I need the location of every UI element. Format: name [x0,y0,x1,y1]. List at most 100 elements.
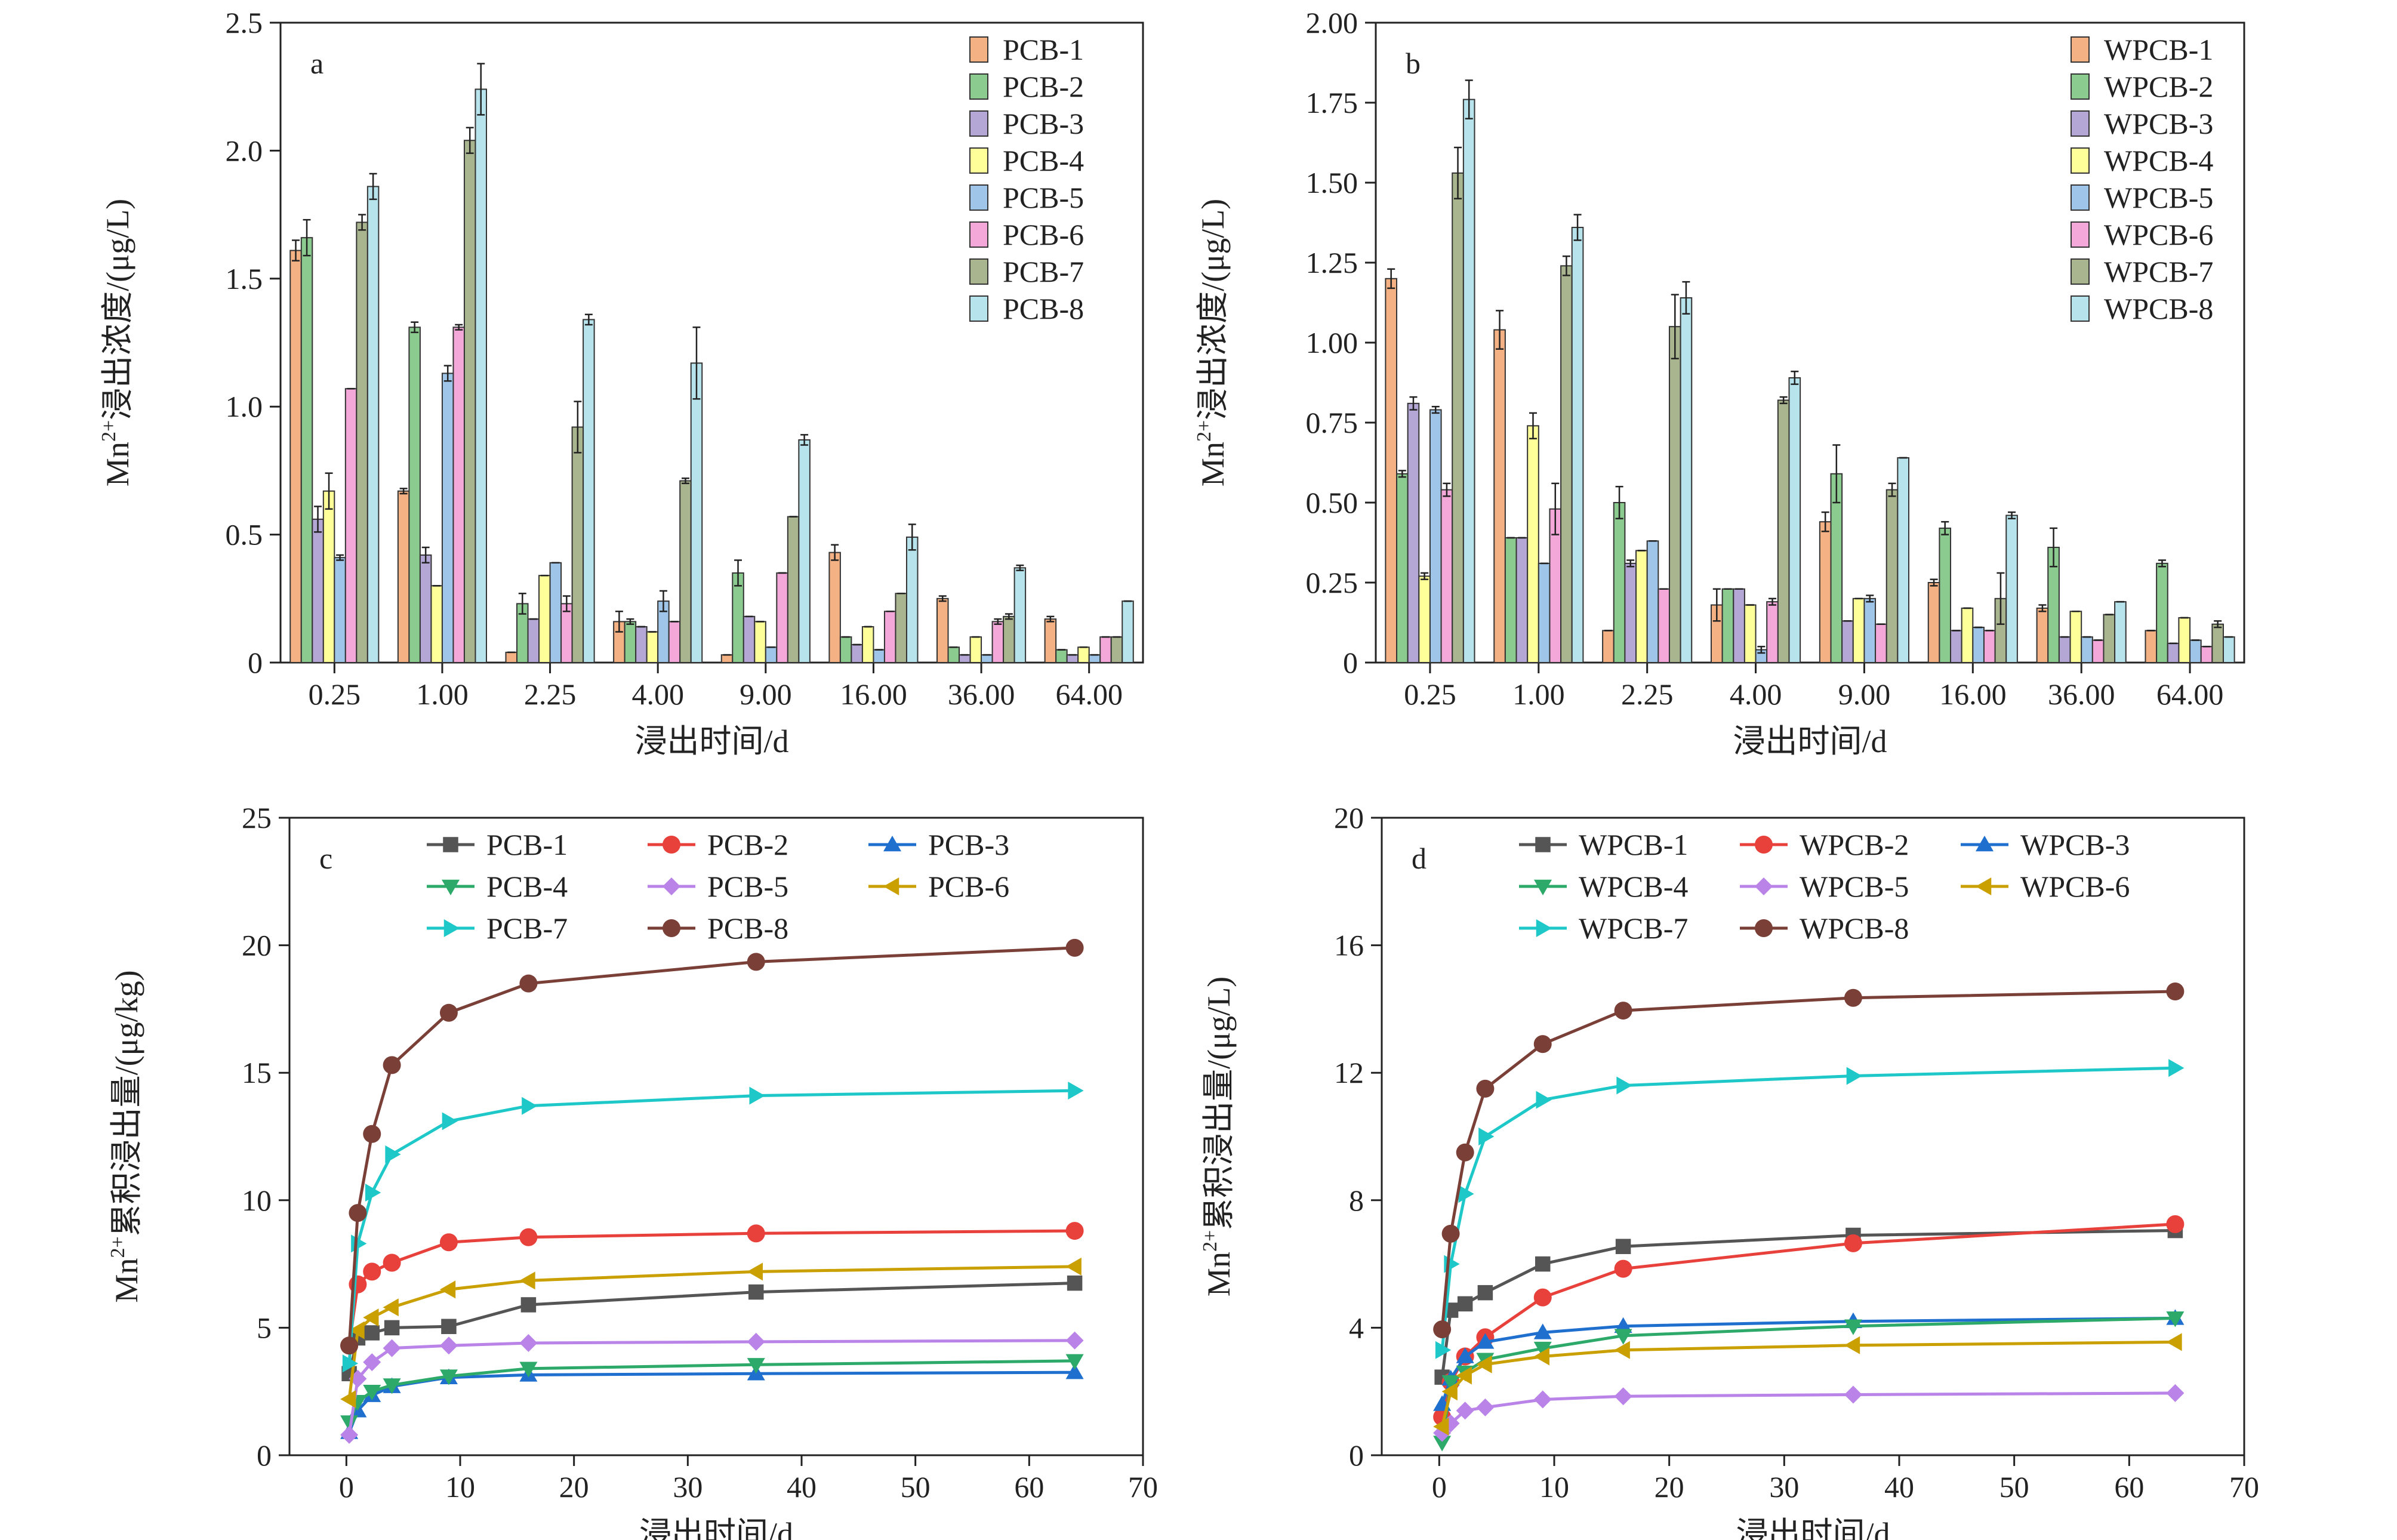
data-point [2166,1311,2185,1328]
bar [1897,457,1910,664]
legend-label: WPCB-5 [1800,870,1909,903]
series-line [1440,1066,2176,1351]
x-tick-label: 30 [673,1470,703,1504]
bar [1044,618,1057,663]
bar [1852,597,1865,663]
series-line [347,1359,1075,1423]
line-series-PCB-5 [340,1331,1084,1444]
bar [1077,646,1090,663]
data-point [384,1320,400,1336]
bar [1657,588,1670,663]
plot-frame [279,21,1144,664]
bar [322,490,335,663]
data-point [519,1228,538,1246]
data-point [385,1145,401,1163]
legend-marker [1536,919,1552,937]
bar [2178,617,2191,663]
legend-marker [1976,877,1992,895]
y-tick-label: 0.25 [1306,566,1358,599]
data-point [749,1086,765,1105]
data-point [1456,1366,1472,1385]
bar [334,557,346,664]
legend-swatch [2071,147,2090,174]
legend-swatch [969,36,988,63]
data-point [1533,1347,1549,1366]
bar [463,140,476,664]
data-point [519,1271,535,1290]
bar [1646,540,1659,663]
y-tick-label: 0 [248,646,263,679]
legend-marker [1755,836,1773,854]
y-tick-label: 20 [242,929,272,962]
y-axis-label-pre: Mn [100,442,135,486]
bar [981,654,993,663]
bar [1396,473,1409,663]
legend-label: PCB-4 [1003,144,1084,177]
data-point [439,1233,458,1252]
y-tick-label: 0.75 [1306,406,1358,439]
bar [624,621,637,663]
x-tick-label: 20 [559,1470,589,1504]
y-tick-label: 1.5 [226,262,263,295]
legend-label: WPCB-1 [2104,33,2213,66]
data-point [363,1353,381,1372]
bar [419,554,432,663]
data-point [1614,1317,1632,1333]
data-point [1476,1079,1495,1098]
bar [635,626,648,664]
x-tick-label: 9.00 [740,677,792,711]
data-point [349,1321,365,1339]
data-point [340,1415,359,1431]
bar [1841,620,1854,663]
bar-series-WPCB-5 [1429,405,2202,664]
x-tick-label: 0.25 [309,677,361,711]
bar [742,615,756,664]
legend-marker [443,837,458,852]
bar [2069,611,2082,663]
y-axis-label-pre: Mn [109,1258,144,1303]
y-tick-label: 15 [242,1056,272,1089]
bar [2167,642,2180,663]
bar [969,636,982,663]
y-axis-label: Mn2+浸出浓度/(μg/L) [98,199,135,486]
bar [2114,601,2127,663]
legend-swatch [2071,110,2090,137]
data-point [1846,1067,1862,1085]
bar [538,575,551,664]
data-point [383,1253,401,1272]
data-point [1476,1333,1495,1349]
y-tick-label: 0 [1349,1439,1364,1472]
bar [1602,630,1615,664]
legend-swatch [2071,221,2090,248]
bar-series-PCB-8 [366,63,1134,664]
data-point [1456,1347,1474,1363]
bar [1099,636,1112,663]
bar [668,621,681,663]
bar [366,186,380,663]
y-axis-label-sup: 2+ [1199,1230,1221,1252]
bar [1733,588,1745,663]
y-axis-label-post: 浸出浓度/(μg/L) [1195,199,1231,420]
series-line [347,1089,1075,1364]
data-point [1433,1320,1452,1339]
y-tick-label: 0 [1343,646,1358,679]
bar [289,250,302,663]
x-tick-label: 50 [901,1470,931,1504]
data-point [520,1297,537,1313]
legend-swatch [969,221,988,248]
line-series-PCB-6 [340,1257,1082,1409]
data-point [383,1056,401,1074]
data-point [439,1280,456,1299]
bar [549,562,562,663]
y-tick-label: 5 [257,1311,272,1344]
legend-label: PCB-7 [1003,255,1084,288]
data-point [340,1425,359,1444]
x-tick-label: 60 [1014,1470,1044,1504]
bar [2081,636,2093,663]
x-tick-label: 9.00 [1838,677,1891,711]
bar [1055,649,1068,664]
data-point [1533,1390,1552,1409]
bar [397,490,410,663]
legend-swatch [2071,184,2090,211]
bar [1571,227,1584,664]
